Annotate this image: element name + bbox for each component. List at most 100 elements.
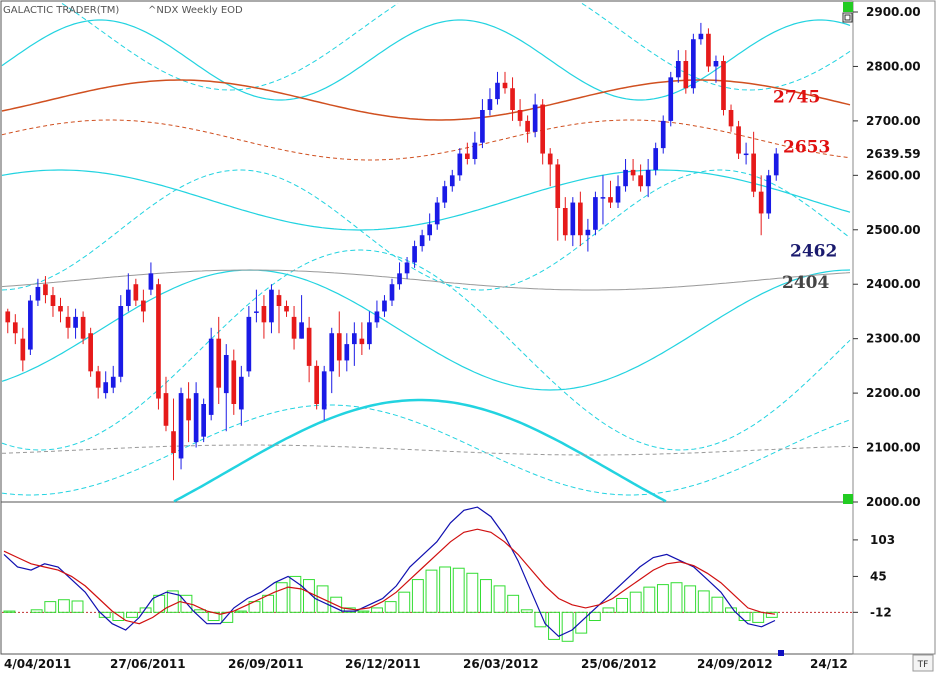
candle-body [133,284,139,301]
histogram-bar [357,610,370,613]
histogram-bar [656,584,669,613]
candle-body [382,300,387,312]
candle-body [58,306,63,312]
histogram-bar [616,597,629,613]
histogram-bar [493,585,506,613]
histogram-bar [371,607,383,613]
cycle-line [1,169,851,231]
candle-body [615,186,621,203]
histogram-bar [180,594,193,613]
last-price-label: 2639.59 [866,147,921,161]
date-tick-label: 26/09/2011 [228,657,304,671]
candle-body [562,208,568,236]
candle-body [517,110,523,121]
candle-body [95,371,101,388]
candle-body [691,39,696,89]
candle-body [12,322,18,334]
candle-body [125,289,131,306]
candle-body [28,300,33,350]
candle-body [231,360,237,404]
candle-body [171,431,176,453]
candle-body [148,273,154,290]
histogram-bar [112,611,125,622]
zoom-box-icon[interactable] [842,12,853,23]
oscillator-axis-ticks: 103 45 -12 [853,533,895,619]
candle-body [65,316,71,328]
candle-body [216,338,222,388]
candle-body [110,376,116,388]
cycle-line-red [1,119,851,161]
level-labels: 2940 2745 2653 2462 2404 [773,0,837,293]
candle-body [675,61,681,78]
candle-body [434,202,440,225]
date-tick-label: 24/09/2012 [697,657,773,671]
candle-body [186,398,191,421]
osc-tick-label: -12 [870,605,892,619]
candle-body [510,88,515,110]
histogram-bar [507,594,520,613]
histogram-bar [629,591,642,613]
candle-body [457,153,463,176]
candle-body [419,235,425,247]
candle-body [630,169,636,176]
histogram-bar [643,586,656,613]
candle-body [50,295,56,306]
price-tick-label: 2900.00 [866,5,921,19]
app-title: GALACTIC TRADER(TM) [3,5,119,16]
cycle-line-red [1,79,851,121]
candle-body [80,316,86,339]
candle-body [728,110,734,127]
candle-body [465,153,470,159]
histogram-bar [479,579,492,613]
candle-body [163,393,169,426]
histogram-bar [398,591,411,613]
price-axis-ticks: 2900.00 2800.00 2700.00 2600.00 2500.00 2400.… [853,5,921,509]
candle-body [404,262,410,274]
candle-body [284,306,289,312]
histogram-bar [57,599,70,613]
cycle-curves [1,2,851,503]
candle-body [525,120,530,132]
oscillator-line [3,528,776,625]
scroll-top-marker[interactable] [843,2,853,12]
level-label-2404: 2404 [782,273,829,293]
tf-badge[interactable] [912,654,934,672]
scroll-bottom-marker[interactable] [843,494,853,504]
candle-body [585,229,591,236]
price-tick-label: 2600.00 [866,168,921,182]
candle-body [35,286,41,301]
date-tick-label: 24/12 [810,657,848,671]
oscillator-panel [0,501,854,655]
candle-body [442,186,448,203]
histogram-bar [439,566,452,613]
tf-badge-label: TF [917,660,929,670]
histogram-bar [697,590,710,613]
histogram-bar [234,610,247,613]
histogram-bar [303,579,315,613]
price-tick-label: 2800.00 [866,59,921,73]
cycle-line-grey [1,444,851,456]
histogram-bar [411,579,424,613]
date-tick-label: 26/12/2011 [345,657,421,671]
histogram-bar [3,610,16,613]
candle-body [238,376,244,410]
candle-body [397,273,402,285]
candle-body [766,175,772,214]
candle-body [578,202,583,236]
cycle-line [1,249,851,451]
zoom-box-inner-icon [844,14,851,21]
candle-body [374,311,380,323]
histogram-bar [602,607,615,613]
candle-body [141,300,146,312]
candle-body [653,148,659,170]
candle-body [449,175,455,187]
candle-body [412,246,417,263]
candle-body [608,197,613,203]
candle-body [495,82,500,100]
candle-body [698,33,704,40]
candle-body [359,338,365,345]
candle-body [5,311,11,323]
histogram-bar [452,567,465,613]
histogram-bar [466,572,479,613]
